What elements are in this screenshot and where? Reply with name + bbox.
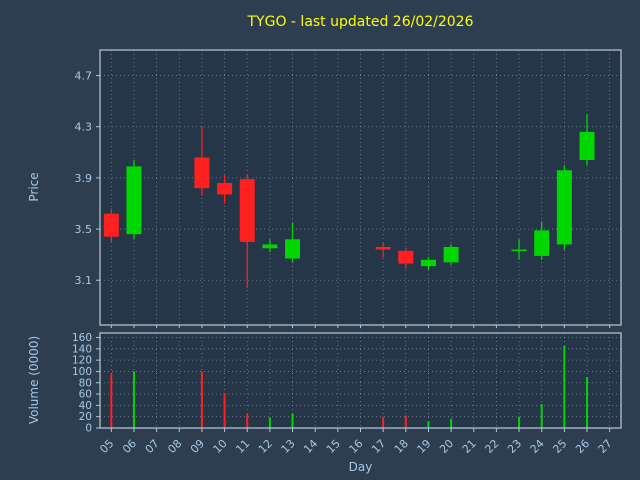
candle-body [126, 166, 142, 235]
price-tick-label: 3.1 [75, 274, 93, 287]
volume-tick-label: 100 [72, 366, 92, 378]
day-tick-label: 23 [505, 437, 524, 456]
candle-body [217, 183, 233, 195]
candle-body [443, 246, 459, 263]
volume-tick-label: 140 [72, 343, 92, 355]
price-tick-label: 3.5 [75, 223, 93, 236]
day-tick-label: 05 [97, 437, 116, 456]
day-tick-label: 22 [482, 437, 501, 456]
volume-bar [200, 371, 203, 428]
day-tick-label: 20 [437, 437, 456, 456]
candle-body [103, 213, 119, 237]
day-tick-label: 16 [347, 437, 366, 456]
volume-bar [427, 421, 430, 428]
candle-body [556, 170, 572, 245]
day-tick-label: 12 [256, 437, 275, 456]
candle-body [511, 249, 527, 252]
candle-body [262, 244, 278, 249]
chart-title: TYGO - last updated 26/02/2026 [247, 14, 474, 30]
day-tick-label: 13 [279, 437, 298, 456]
volume-bar [246, 413, 249, 428]
day-tick-label: 06 [120, 437, 139, 456]
day-tick-label: 26 [573, 437, 592, 456]
candle-body [239, 179, 255, 242]
volume-tick-label: 20 [79, 411, 92, 423]
price-tick-label: 4.3 [75, 121, 93, 134]
volume-bar [132, 371, 135, 428]
volume-tick-label: 40 [79, 400, 92, 412]
candle-body [398, 250, 414, 264]
volume-tick-label: 60 [79, 389, 92, 401]
day-tick-label: 07 [143, 437, 162, 456]
day-tick-label: 19 [414, 437, 433, 456]
volume-tick-label: 80 [79, 377, 92, 389]
day-tick-label: 17 [369, 437, 388, 456]
volume-bar [268, 417, 271, 428]
day-tick-label: 08 [165, 437, 184, 456]
candle-body [194, 157, 210, 189]
volume-bar [563, 346, 566, 428]
volume-tick-label: 120 [72, 355, 92, 367]
day-tick-label: 21 [460, 437, 479, 456]
day-tick-label: 18 [392, 437, 411, 456]
volume-bar [518, 416, 521, 428]
volume-bar [291, 413, 294, 428]
volume-bar [586, 377, 589, 428]
candle-body [534, 230, 550, 256]
volume-bar [404, 415, 407, 428]
candle-body [420, 259, 436, 267]
volume-tick-label: 0 [85, 423, 92, 435]
price-axis-label: Price [27, 172, 41, 202]
candle-body [285, 239, 301, 259]
price-tick-label: 3.9 [75, 172, 93, 185]
candle-body [375, 246, 391, 250]
price-tick-label: 4.7 [75, 70, 93, 83]
volume-axis-label: Volume (0000) [27, 335, 41, 425]
day-tick-label: 27 [596, 437, 615, 456]
day-tick-label: 25 [550, 437, 569, 456]
day-tick-label: 10 [211, 437, 230, 456]
volume-bar [540, 404, 543, 428]
candle-body [579, 131, 595, 160]
day-tick-label: 24 [528, 437, 547, 456]
day-tick-label: 09 [188, 437, 207, 456]
volume-bar [110, 374, 113, 428]
price-plot-area [100, 50, 621, 325]
volume-tick-label: 160 [72, 332, 92, 344]
day-axis-label: Day [348, 460, 373, 474]
volume-bar [450, 418, 453, 428]
day-tick-label: 15 [324, 437, 343, 456]
day-tick-label: 14 [301, 437, 320, 456]
day-tick-label: 11 [233, 437, 252, 456]
volume-bar [223, 392, 226, 428]
volume-bar [382, 416, 385, 428]
